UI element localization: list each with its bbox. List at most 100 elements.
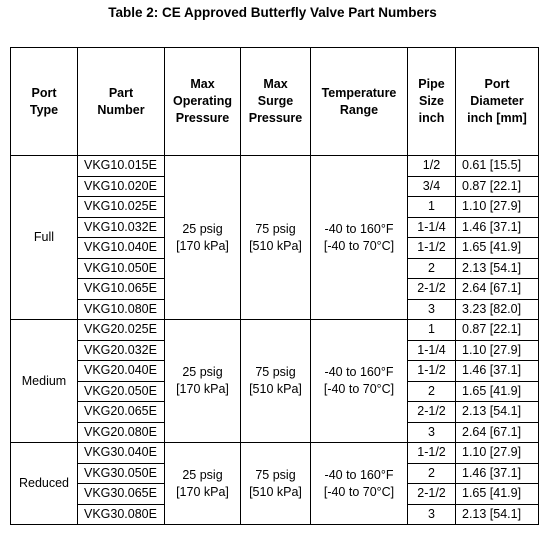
port-diameter: 0.61 [15.5]: [455, 155, 539, 177]
port-diameter: 1.46 [37.1]: [455, 462, 539, 484]
cell-line: Port: [484, 77, 510, 91]
pipe-size: 3: [407, 298, 456, 320]
port-diameter: 2.13 [54.1]: [455, 401, 539, 423]
cell-line: Operating: [172, 94, 233, 108]
cell-line: inch [mm]: [467, 111, 527, 125]
part-number: VKG10.050E: [77, 257, 165, 279]
cell-line: Max: [263, 77, 288, 91]
port-diameter: 1.10 [27.9]: [455, 442, 539, 464]
port-diameter: 3.23 [82.0]: [455, 298, 539, 320]
table-row: VKG10.040E 1-1/2 1.65 [41.9]: [11, 237, 539, 259]
header-row: Port Type Part Number Max Operating Pressure Ma…: [10, 47, 539, 156]
cell-line: Size: [418, 94, 444, 108]
cell-line: Number: [97, 102, 145, 117]
part-number-table: Port Type Part Number Max Operating Pressure Ma…: [10, 47, 539, 525]
cell-line: -40 to 160°F: [324, 365, 394, 379]
pipe-size: 1-1/2: [407, 442, 456, 464]
header-cell: Max Surge Pressure: [240, 47, 311, 156]
cell-line: [170 kPa]: [176, 238, 229, 253]
cell-line: [510 kPa]: [249, 238, 302, 253]
pipe-size: 2-1/2: [407, 483, 456, 505]
pipe-size: 3/4: [407, 175, 456, 197]
port-diameter: 1.46 [37.1]: [455, 360, 539, 382]
header-cell: Temperature Range: [310, 47, 408, 156]
header-cell: Port Diameter inch [mm]: [455, 47, 539, 156]
header-cell: Max Operating Pressure: [164, 47, 241, 156]
table-row: VKG20.040E 1-1/2 1.46 [37.1]: [11, 360, 539, 382]
pipe-size: 1-1/2: [407, 360, 456, 382]
temperature-range: -40 to 160°F [-40 to 70°C]: [310, 442, 408, 525]
cell-line: [510 kPa]: [249, 484, 302, 499]
temperature-range: -40 to 160°F [-40 to 70°C]: [310, 155, 408, 320]
part-number: VKG20.050E: [77, 380, 165, 402]
table-body: Full VKG10.015E 25 psig [170 kPa] 75 psig [51…: [10, 155, 539, 525]
port-diameter: 2.13 [54.1]: [455, 503, 539, 525]
cell-line: Temperature: [321, 85, 397, 100]
table-row: VKG30.080E 3 2.13 [54.1]: [11, 503, 539, 525]
part-number: VKG20.065E: [77, 401, 165, 423]
max-surge-pressure: 75 psig [510 kPa]: [240, 155, 311, 320]
port-diameter: 2.64 [67.1]: [455, 421, 539, 443]
header-cell: Port Type: [10, 47, 78, 156]
part-number: VKG10.032E: [77, 216, 165, 238]
port-diameter: 2.13 [54.1]: [455, 257, 539, 279]
max-surge-pressure: 75 psig [510 kPa]: [240, 319, 311, 443]
port-diameter: 0.87 [22.1]: [455, 319, 539, 341]
part-number: VKG20.032E: [77, 339, 165, 361]
part-number: VKG20.080E: [77, 421, 165, 443]
cell-line: 25 psig: [182, 365, 223, 379]
cell-line: Port: [31, 85, 57, 100]
table-row: VKG10.032E 1-1/4 1.46 [37.1]: [11, 216, 539, 238]
pipe-size: 1: [407, 196, 456, 218]
cell-line: [-40 to 70°C]: [323, 382, 395, 396]
cell-line: 25 psig: [182, 467, 223, 482]
cell-line: Pipe: [418, 77, 445, 91]
table-row: Medium VKG20.025E 25 psig [170 kPa] 75 psig […: [10, 319, 539, 443]
port-type: Medium: [10, 319, 78, 443]
max-surge-pressure: 75 psig [510 kPa]: [240, 442, 311, 525]
cell-line: 75 psig: [255, 365, 296, 379]
port-diameter: 1.10 [27.9]: [455, 339, 539, 361]
port-diameter: 1.46 [37.1]: [455, 216, 539, 238]
table-row: VKG10.080E 3 3.23 [82.0]: [11, 298, 539, 320]
port-diameter: 1.10 [27.9]: [455, 196, 539, 218]
cell-line: Pressure: [175, 111, 230, 125]
part-number: VKG30.040E: [77, 442, 165, 464]
pipe-size: 2: [407, 380, 456, 402]
port-diameter: 1.65 [41.9]: [455, 237, 539, 259]
temperature-range: -40 to 160°F [-40 to 70°C]: [310, 319, 408, 443]
port-diameter: 1.65 [41.9]: [455, 380, 539, 402]
cell-line: [-40 to 70°C]: [323, 238, 395, 253]
port-diameter: 2.64 [67.1]: [455, 278, 539, 300]
part-number: VKG10.025E: [77, 196, 165, 218]
cell-line: [170 kPa]: [176, 484, 229, 499]
table-row: Full VKG10.015E 25 psig [170 kPa] 75 psig [51…: [10, 155, 539, 320]
part-number: VKG10.080E: [77, 298, 165, 320]
pipe-size: 2: [407, 462, 456, 484]
pipe-size: 2-1/2: [407, 401, 456, 423]
cell-line: Type: [29, 102, 59, 117]
table-row: VKG30.065E 2-1/2 1.65 [41.9]: [11, 483, 539, 505]
pipe-size: 2: [407, 257, 456, 279]
cell-line: [510 kPa]: [249, 382, 302, 396]
table-row: VKG20.050E 2 1.65 [41.9]: [11, 380, 539, 402]
max-operating-pressure: 25 psig [170 kPa]: [164, 319, 241, 443]
cell-line: [170 kPa]: [176, 382, 229, 396]
part-number: VKG10.020E: [77, 175, 165, 197]
cell-line: Max: [190, 77, 215, 91]
part-number: VKG10.040E: [77, 237, 165, 259]
port-diameter: 1.65 [41.9]: [455, 483, 539, 505]
cell-line: 25 psig: [182, 221, 223, 236]
cell-line: Pressure: [248, 111, 303, 125]
part-number: VKG10.065E: [77, 278, 165, 300]
pipe-size: 1-1/4: [407, 216, 456, 238]
pipe-size: 2-1/2: [407, 278, 456, 300]
table-row: VKG20.080E 3 2.64 [67.1]: [11, 421, 539, 443]
cell-line: inch: [418, 111, 445, 125]
max-operating-pressure: 25 psig [170 kPa]: [164, 155, 241, 320]
port-diameter: 0.87 [22.1]: [455, 175, 539, 197]
part-number: VKG20.025E: [77, 319, 165, 341]
table-title: Table 2: CE Approved Butterfly Valve Par…: [108, 5, 437, 20]
pipe-size: 3: [407, 421, 456, 443]
